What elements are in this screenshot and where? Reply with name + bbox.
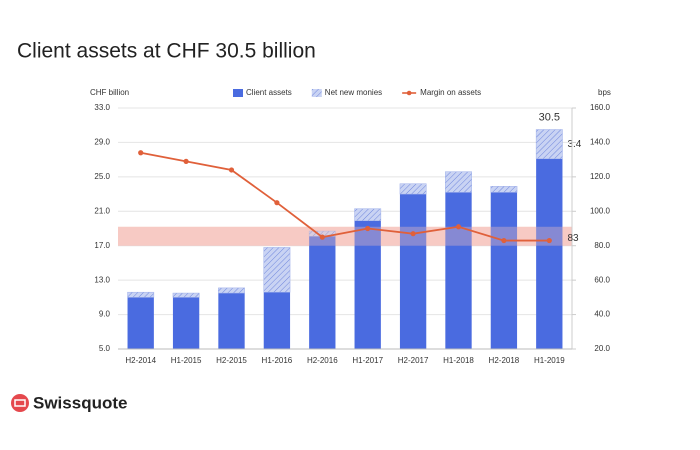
line-marker	[410, 231, 416, 237]
line-marker	[138, 150, 144, 156]
y2-tick-label: 60.0	[594, 275, 610, 284]
y-tick-label: 21.0	[94, 206, 110, 215]
y-tick-label: 25.0	[94, 172, 110, 181]
x-tick-label: H1-2016	[262, 356, 293, 365]
x-tick-label: H2-2017	[398, 356, 429, 365]
y2-tick-label: 100.0	[590, 206, 611, 215]
y2-tick-label: 120.0	[590, 172, 611, 181]
legend-swatch	[233, 89, 243, 97]
y2-axis-label: bps	[598, 88, 611, 97]
bar-net-new-monies	[218, 287, 245, 294]
x-tick-label: H2-2015	[216, 356, 247, 365]
bar-client-assets	[354, 220, 381, 349]
y2-tick-label: 160.0	[590, 103, 611, 112]
legend-label: Margin on assets	[420, 88, 481, 97]
data-label: 3.4	[567, 139, 581, 150]
legend-swatch	[311, 89, 322, 97]
bar-net-new-monies	[490, 186, 518, 193]
y-tick-label: 9.0	[99, 310, 111, 319]
line-marker	[455, 224, 462, 230]
x-tick-label: H2-2018	[489, 356, 520, 365]
bar-net-new-monies	[172, 292, 200, 298]
bar-net-new-monies	[354, 208, 382, 222]
bar-client-assets	[399, 194, 427, 349]
highlight-band-overlay	[118, 226, 572, 246]
x-tick-label: H2-2016	[307, 356, 338, 365]
line-marker	[501, 237, 507, 244]
line-marker	[546, 237, 552, 244]
bar-net-new-monies	[127, 291, 155, 298]
line-marker	[274, 200, 280, 206]
logo-text: Swissquote	[33, 393, 127, 412]
x-tick-label: H1-2018	[443, 356, 474, 365]
line-marker	[365, 225, 371, 232]
chart-title: Client assets at CHF 30.5 billion	[17, 40, 316, 63]
logo-icon	[11, 394, 29, 412]
total-label: 30.5	[539, 111, 560, 123]
legend-label: Net new monies	[325, 88, 382, 97]
bar-client-assets	[309, 236, 336, 349]
data-label: 83	[567, 233, 579, 244]
y2-tick-label: 40.0	[594, 310, 610, 319]
x-tick-label: H2-2014	[125, 356, 156, 365]
bar-net-new-monies	[263, 247, 291, 293]
line-margin	[140, 151, 550, 242]
bar-client-assets	[490, 192, 518, 349]
y2-tick-label: 20.0	[594, 344, 610, 353]
legend-swatch-marker	[406, 90, 412, 96]
x-tick-label: H1-2017	[352, 356, 383, 365]
y-tick-label: 33.0	[94, 103, 110, 112]
y-tick-label: 29.0	[94, 138, 110, 147]
logo: Swissquote	[11, 393, 127, 412]
bar-client-assets	[536, 158, 563, 349]
bar-client-assets	[172, 297, 200, 349]
line-marker	[183, 158, 189, 164]
bar-client-assets	[263, 292, 291, 349]
y-tick-label: 13.0	[94, 275, 110, 284]
x-tick-label: H1-2019	[534, 356, 565, 365]
bar-net-new-monies	[399, 183, 427, 195]
x-tick-label: H1-2015	[171, 356, 202, 365]
y-axis-label: CHF billion	[90, 88, 129, 97]
bar-net-new-monies	[445, 171, 472, 193]
logo-icon-mark	[14, 399, 26, 407]
y-tick-label: 17.0	[94, 241, 110, 250]
y2-tick-label: 80.0	[594, 241, 610, 250]
legend-label: Client assets	[246, 88, 292, 97]
bar-client-assets	[127, 297, 154, 349]
bar-client-assets	[218, 293, 245, 349]
line-marker	[228, 167, 235, 173]
y-tick-label: 5.0	[99, 344, 111, 353]
bar-net-new-monies	[535, 129, 563, 160]
line-marker	[319, 234, 325, 240]
y2-tick-label: 140.0	[590, 138, 611, 147]
bar-client-assets	[445, 192, 472, 349]
